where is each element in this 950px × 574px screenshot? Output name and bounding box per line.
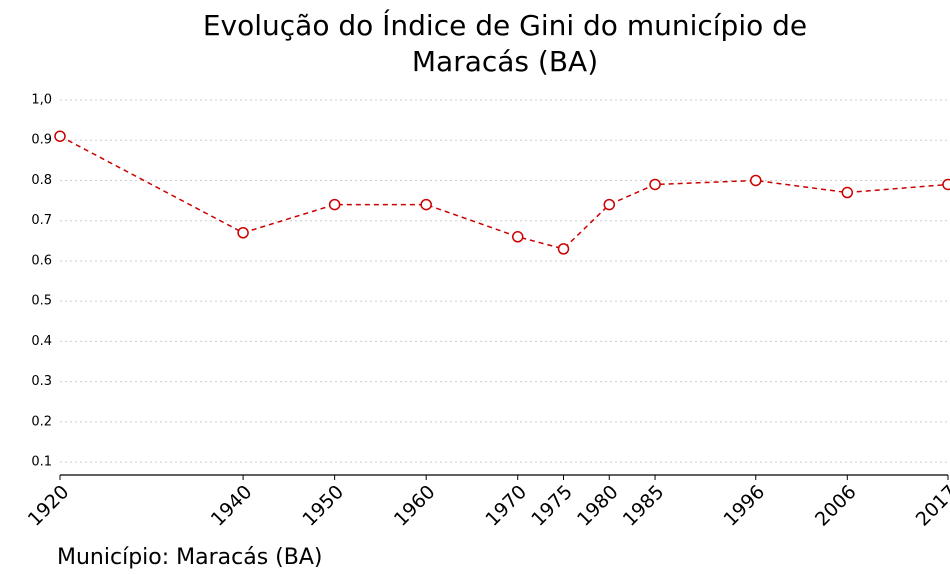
- point: [420, 198, 432, 211]
- point: [750, 174, 762, 187]
- y-tick-label: 0.2: [31, 414, 52, 429]
- y-tick-label: 0.9: [31, 133, 52, 148]
- point: [603, 198, 616, 211]
- x-tick-label: 1940: [207, 481, 257, 531]
- point: [942, 178, 950, 191]
- point: [54, 130, 66, 142]
- point: [649, 178, 661, 191]
- y-tick-label: 0.1: [31, 455, 52, 470]
- footer: Município: Maracás (BA): [57, 545, 322, 570]
- x-tick-label: 1920: [24, 481, 74, 531]
- x-tick-label: 1996: [719, 481, 769, 531]
- y-tick-label: 0.4: [31, 334, 52, 349]
- y-tick-label: 0.6: [31, 253, 52, 268]
- point: [511, 231, 524, 243]
- x-tick-label: 1950: [298, 481, 348, 531]
- point: [237, 227, 249, 239]
- point: [557, 243, 570, 255]
- x-tick-label: 1960: [390, 481, 440, 531]
- line: [59, 135, 949, 250]
- point: [328, 198, 341, 211]
- x-tick-label: 1985: [619, 481, 669, 531]
- chart-title: Evolução do Índice de Gini do município …: [203, 8, 807, 42]
- y-tick-label: 0.7: [31, 213, 52, 228]
- y-tick-label: 0.3: [31, 374, 52, 389]
- point: [841, 186, 854, 199]
- x-tick-label: 2017: [912, 481, 950, 531]
- y-tick-label: 0.8: [31, 173, 52, 188]
- chart-title: Maracás (BA): [412, 45, 598, 78]
- x-tick-label: 1970: [481, 481, 531, 531]
- x-tick-label: 1975: [527, 481, 577, 531]
- y-tick-label: 1,0: [31, 93, 52, 108]
- x-tick-label: 2006: [811, 481, 861, 531]
- x-tick-label: 1980: [573, 481, 623, 531]
- y-tick-label: 0.5: [31, 294, 52, 309]
